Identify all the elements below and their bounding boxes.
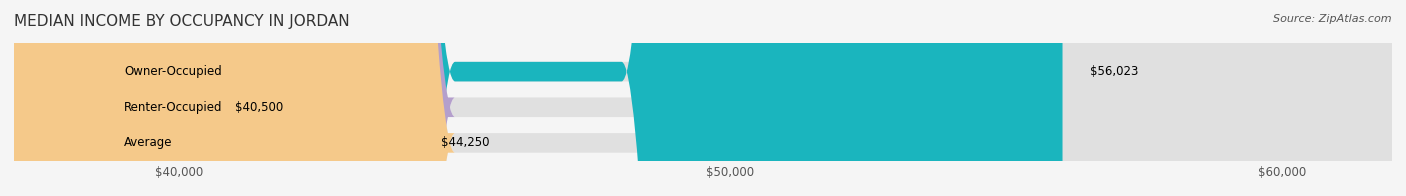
Text: $56,023: $56,023 xyxy=(1090,65,1139,78)
Text: Renter-Occupied: Renter-Occupied xyxy=(124,101,222,114)
FancyBboxPatch shape xyxy=(0,0,456,196)
FancyBboxPatch shape xyxy=(14,0,1392,196)
FancyBboxPatch shape xyxy=(14,0,1392,196)
Text: MEDIAN INCOME BY OCCUPANCY IN JORDAN: MEDIAN INCOME BY OCCUPANCY IN JORDAN xyxy=(14,14,350,29)
FancyBboxPatch shape xyxy=(14,0,1392,196)
FancyBboxPatch shape xyxy=(14,0,1063,196)
Text: Source: ZipAtlas.com: Source: ZipAtlas.com xyxy=(1274,14,1392,24)
Text: Owner-Occupied: Owner-Occupied xyxy=(124,65,222,78)
Text: $40,500: $40,500 xyxy=(235,101,283,114)
Text: Average: Average xyxy=(124,136,173,149)
FancyBboxPatch shape xyxy=(0,0,456,196)
Text: $44,250: $44,250 xyxy=(441,136,489,149)
